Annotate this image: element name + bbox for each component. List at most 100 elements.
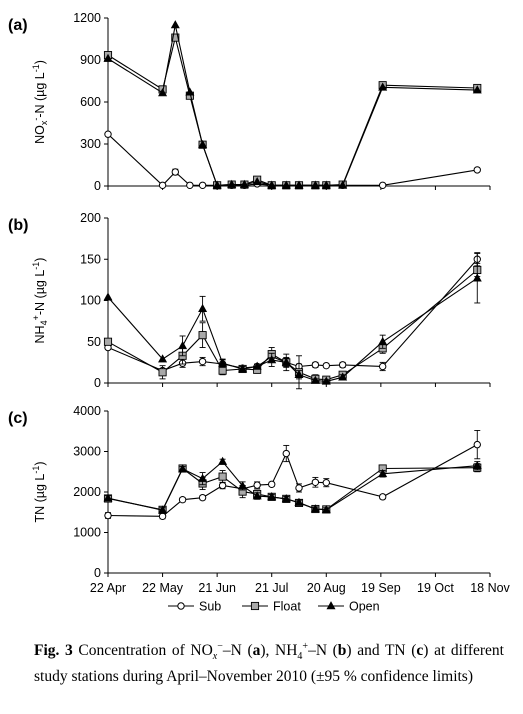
x-tick-label: 21 Jul [255,581,288,595]
caption-fig-label: Fig. 3 [34,642,73,660]
caption-text: Concentration of NOx−–N (a), NH4+–N (b) … [34,641,504,686]
point-sub [338,361,347,369]
point-sub [473,440,481,449]
y-tick-label: 1200 [73,11,101,25]
point-open [321,376,331,385]
point-open [158,88,168,97]
point-sub [198,357,207,366]
y-tick-label: 1000 [73,526,101,540]
y-axis-label-part: -1 [31,262,41,270]
y-axis-label-part: -N (µg L [33,270,47,315]
point-open [252,361,262,370]
point-float [103,337,113,346]
y-axis-label-part: -1 [31,64,41,72]
panel-2: 0 1000 2000 3000 4000 22 Apr 22 May 21 Jun 21 Ju… [8,404,511,595]
point-open [378,336,388,346]
point-open [198,139,208,148]
y-tick-label: 900 [80,53,101,67]
point-open [267,355,277,364]
point-sub [178,495,187,504]
point-open [198,303,208,313]
panel-label: (a) [8,17,28,34]
y-tick-label: 300 [80,137,101,151]
point-sub [158,512,167,520]
point-open [218,456,228,465]
point-open [294,497,304,506]
y-tick-label: 0 [94,376,101,390]
point-open [198,473,208,482]
point-open [321,180,331,189]
y-axis-label-part: ) [33,60,47,64]
point-open [178,464,188,473]
point-open [338,372,348,381]
point-sub [171,168,180,176]
x-tick-label: 22 Apr [90,581,126,595]
y-axis-label-part: NH [33,325,47,343]
point-sub [378,181,387,190]
point-float [218,472,227,481]
point-open [103,493,113,502]
series-line-sub [107,444,478,517]
y-tick-label: 4000 [73,404,101,418]
point-float [198,331,207,340]
point-sub [104,511,112,520]
point-open [238,364,248,373]
point-float [171,33,180,42]
y-tick-label: 200 [80,211,101,225]
point-open [252,491,262,500]
panel-label: (b) [8,217,28,234]
y-tick-label: 600 [80,95,101,109]
point-open [472,273,482,282]
point-open [239,179,249,188]
legend-marker-float [250,601,260,611]
y-axis-label-part: -1 [31,466,41,474]
point-open [338,180,348,189]
point-open [294,369,304,379]
point-open [238,481,248,490]
y-tick-label: 2000 [73,485,101,499]
x-tick-label: 19 Oct [417,581,454,595]
legend: Sub Float Open [168,600,380,614]
point-open [267,492,277,501]
series-line-float [107,467,478,511]
y-axis-label: NH4+-N (µg L-1) [31,258,49,344]
point-sub [158,181,167,190]
point-sub [104,130,112,138]
figure-caption: Fig. 3 Concentration of NOx−–N (a), NH4+… [34,637,504,687]
point-open [218,358,228,367]
point-open [158,505,168,514]
point-open [321,505,331,514]
point-open [310,375,320,384]
y-axis-label: NOx--N (µg L-1) [31,60,49,144]
series-line-open [107,24,478,186]
y-axis-label-part: + [31,315,41,320]
point-sub [198,493,207,502]
series-line-float [107,269,478,381]
y-axis-label-part: 4 [39,320,49,325]
legend-label-float: Float [273,600,301,614]
point-sub [218,481,227,490]
point-open [103,53,113,62]
x-tick-label: 20 Aug [307,581,346,595]
y-axis-label-part: NO [33,125,47,144]
point-float [218,366,227,375]
y-axis-label-part: - [31,118,41,121]
legend-marker-open [326,601,336,610]
legend-label-open: Open [349,600,380,614]
y-axis-label-part: TN (µg L [33,474,47,523]
point-sub [282,449,290,458]
series-line-sub [107,133,478,187]
y-tick-label: 0 [94,566,101,580]
point-sub [322,478,330,487]
point-open [170,20,180,29]
point-sub [311,478,320,486]
point-sub [322,361,330,370]
series-line-float [107,37,478,186]
x-tick-label: 18 Nov [470,581,510,595]
legend-label-sub: Sub [199,600,221,614]
point-open [310,504,320,513]
point-open [294,180,304,189]
series-line-open [107,460,478,511]
point-open [267,180,277,189]
point-open [472,85,482,94]
